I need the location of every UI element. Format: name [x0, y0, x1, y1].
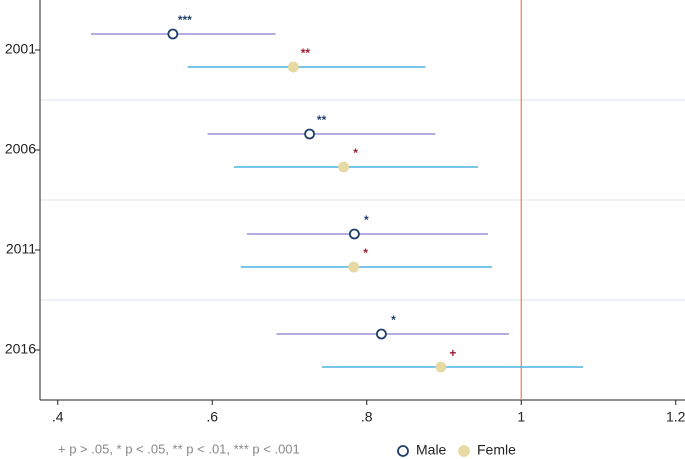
- point: [167, 28, 179, 40]
- x-tick-label: .8: [361, 409, 373, 425]
- y-tick-label: 2006: [5, 141, 36, 157]
- point: [304, 128, 315, 140]
- significance-label: **: [301, 46, 311, 60]
- x-tick-label: 1: [517, 409, 525, 425]
- significance-label: *: [363, 246, 368, 260]
- point: [348, 261, 360, 273]
- significance-label: **: [317, 113, 327, 127]
- significance-label: *: [391, 313, 396, 327]
- point: [338, 161, 349, 173]
- x-tick-label: .6: [206, 409, 218, 425]
- x-tick-label: 1.2: [666, 409, 685, 425]
- significance-label: +: [449, 346, 456, 360]
- y-tick-label: 2016: [5, 341, 36, 357]
- point: [376, 328, 387, 340]
- legend-marker: [458, 445, 470, 457]
- note: + p > .05, * p < .05, ** p < .01, *** p …: [58, 441, 300, 456]
- y-tick-label: 2011: [6, 241, 36, 257]
- significance-label: ***: [178, 13, 192, 27]
- y-tick-label: 2001: [5, 41, 36, 57]
- x-tick-label: .4: [52, 409, 64, 425]
- significance-label: *: [364, 213, 369, 227]
- significance-label: *: [353, 146, 358, 160]
- point: [287, 61, 299, 73]
- point: [435, 361, 447, 373]
- point: [348, 228, 360, 240]
- legend-label: Male: [416, 442, 447, 458]
- legend-label: Femle: [477, 442, 516, 458]
- legend-marker: [397, 445, 409, 457]
